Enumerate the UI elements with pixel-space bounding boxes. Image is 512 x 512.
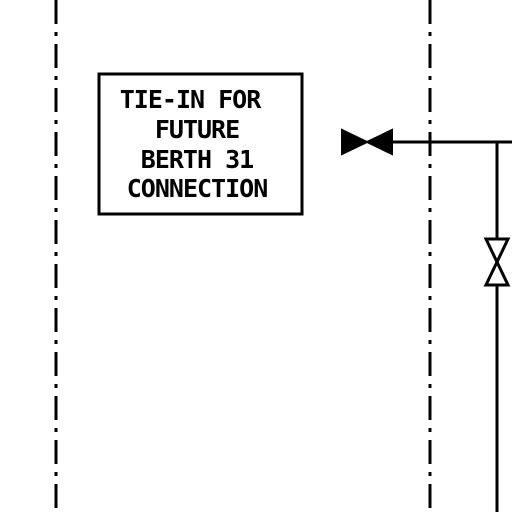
branch-gate-valve-icon bbox=[483, 237, 511, 287]
note-line-3: BERTH 31 bbox=[141, 145, 253, 174]
note-line-1: TIE-IN FOR bbox=[120, 85, 262, 114]
branch-valve-top-half bbox=[483, 237, 511, 266]
note-line-4: CONNECTION bbox=[127, 174, 268, 203]
branch-valve-bottom-half bbox=[483, 258, 511, 287]
note-box bbox=[97, 72, 304, 216]
valve-left-half bbox=[341, 128, 370, 156]
note-line-2: FUTURE bbox=[155, 115, 239, 144]
tie-in-gate-valve-icon bbox=[341, 128, 393, 156]
tie-in-note: TIE-IN FOR FUTURE BERTH 31 CONNECTION bbox=[97, 72, 304, 216]
valve-right-half bbox=[364, 128, 393, 156]
